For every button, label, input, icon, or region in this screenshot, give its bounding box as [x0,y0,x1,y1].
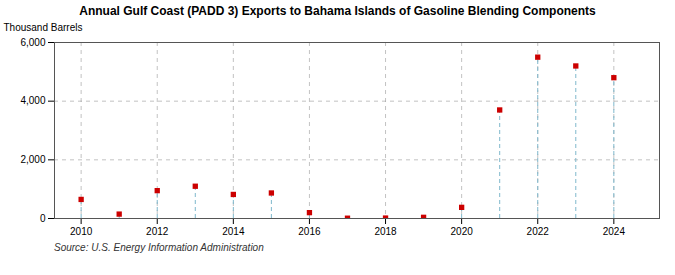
svg-text:2018: 2018 [374,226,397,237]
svg-text:2012: 2012 [146,226,169,237]
svg-text:6,000: 6,000 [20,37,45,48]
svg-text:2024: 2024 [603,226,626,237]
html-text:Annual Gulf Coast (PADD 3) Exp: Annual Gulf Coast (PADD 3) Exports to Ba… [79,4,596,18]
svg-text:4,000: 4,000 [20,95,45,106]
svg-text:2020: 2020 [451,226,474,237]
svg-text:Thousand Barrels: Thousand Barrels [4,22,83,33]
svg-text:2014: 2014 [222,226,245,237]
svg-text:2,000: 2,000 [20,154,45,165]
html-text:Source: U.S. Energy Informatio: Source: U.S. Energy Information Administ… [54,242,264,253]
svg-text:2022: 2022 [527,226,550,237]
svg-text:2010: 2010 [70,226,93,237]
svg-text:0: 0 [40,213,46,224]
svg-text:2016: 2016 [298,226,321,237]
